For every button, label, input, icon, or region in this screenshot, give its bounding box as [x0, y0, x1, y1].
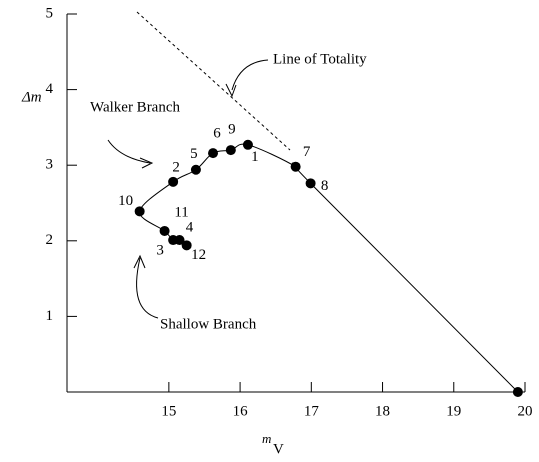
x-tick-label: 16: [233, 403, 249, 419]
point-label: 8: [321, 178, 329, 194]
arrow: [231, 59, 269, 91]
point-label: 5: [190, 146, 198, 162]
arrow: [136, 257, 159, 319]
annotation: Walker Branch: [90, 99, 181, 115]
x-tick-label: 15: [161, 403, 176, 419]
point-label: 11: [174, 204, 188, 220]
point-label: 1: [251, 149, 259, 165]
point: [305, 178, 316, 189]
annotation: Line of Totality: [273, 51, 367, 67]
x-tick-label: 19: [446, 403, 461, 419]
point-label: 3: [156, 242, 164, 258]
point: [242, 139, 253, 150]
annotation: Shallow Branch: [160, 316, 257, 332]
y-tick-label: 2: [46, 232, 54, 248]
point-label: 2: [172, 159, 180, 175]
point-label: 10: [118, 193, 133, 209]
y-tick-label: 4: [46, 81, 54, 97]
y-axis-label: Δm: [21, 89, 42, 105]
point: [168, 176, 179, 187]
point: [159, 225, 170, 236]
curve: [139, 143, 519, 393]
point: [168, 235, 179, 246]
arrow-head: [133, 254, 146, 269]
point: [134, 206, 145, 217]
x-axis-label-sub: V: [273, 441, 284, 457]
arrow-head: [225, 83, 237, 98]
point: [190, 164, 201, 175]
point-label: 6: [213, 126, 221, 142]
y-tick-label: 1: [46, 308, 54, 324]
x-tick-label: 20: [518, 403, 533, 419]
point-label: 4: [186, 219, 194, 235]
point: [290, 161, 301, 172]
x-tick-label: 17: [304, 403, 320, 419]
point: [208, 148, 219, 159]
point: [512, 387, 523, 397]
totality-line: [136, 11, 291, 151]
point-label: 7: [303, 144, 311, 160]
arrow-head: [139, 157, 154, 169]
x-axis-label: m: [262, 431, 271, 446]
point-label: 12: [191, 247, 206, 263]
y-tick-label: 5: [46, 5, 54, 21]
point-label: 9: [228, 122, 236, 138]
x-tick-label: 18: [375, 403, 390, 419]
point: [181, 240, 192, 251]
arrow: [107, 139, 151, 164]
y-tick-label: 3: [46, 157, 54, 173]
point: [225, 145, 236, 156]
